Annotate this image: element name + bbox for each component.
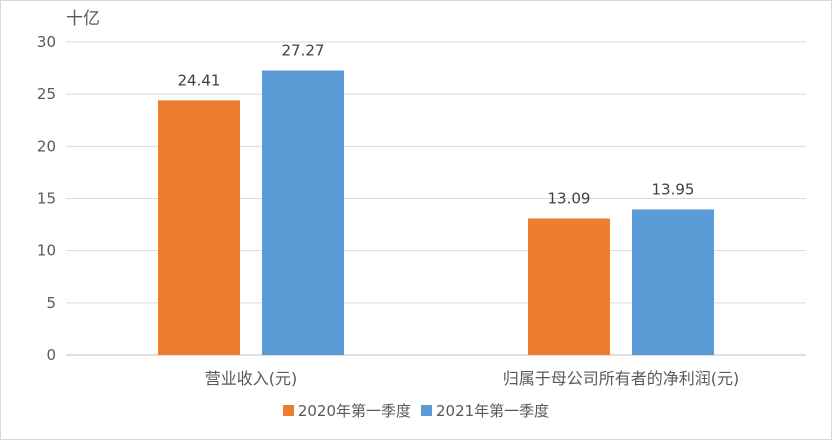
bar-1-1 [632, 209, 714, 355]
x-category-label: 归属于母公司所有者的净利润(元) [503, 369, 740, 388]
bar-0-1 [262, 70, 344, 355]
y-tick-label: 15 [37, 190, 56, 208]
y-tick-label: 5 [46, 294, 56, 312]
data-label: 24.41 [178, 71, 221, 89]
bars: 24.41 27.27 13.09 13.95 [158, 41, 714, 356]
bar-1-0 [528, 218, 610, 355]
legend-label-2020: 2020年第一季度 [297, 402, 411, 420]
legend: 2020年第一季度 2021年第一季度 [0, 400, 832, 421]
legend-swatch-2020 [282, 405, 294, 416]
y-axis-unit: 十亿 [66, 9, 100, 29]
bar-0-0 [158, 100, 240, 356]
x-axis-categories: 营业收入(元) 归属于母公司所有者的净利润(元) [205, 369, 740, 388]
data-label: 13.95 [652, 180, 695, 198]
bar-chart: 十亿 0 5 10 15 20 25 30 24.41 27.27 13.09 13.95 营业收… [37, 9, 806, 388]
x-category-label: 营业收入(元) [205, 369, 298, 388]
legend-item-2020: 2020年第一季度 [282, 400, 411, 421]
legend-item-2021: 2021年第一季度 [421, 400, 549, 421]
y-tick-label: 20 [37, 137, 56, 155]
y-axis-ticks: 0 5 10 15 20 25 30 [37, 33, 56, 364]
y-tick-label: 0 [46, 346, 56, 364]
legend-swatch-2021 [421, 405, 432, 416]
y-tick-label: 25 [37, 85, 56, 103]
legend-label-2021: 2021年第一季度 [436, 402, 550, 420]
y-tick-label: 10 [37, 242, 56, 260]
data-label: 27.27 [282, 41, 325, 59]
data-label: 13.09 [548, 189, 591, 207]
y-tick-label: 30 [37, 33, 56, 51]
